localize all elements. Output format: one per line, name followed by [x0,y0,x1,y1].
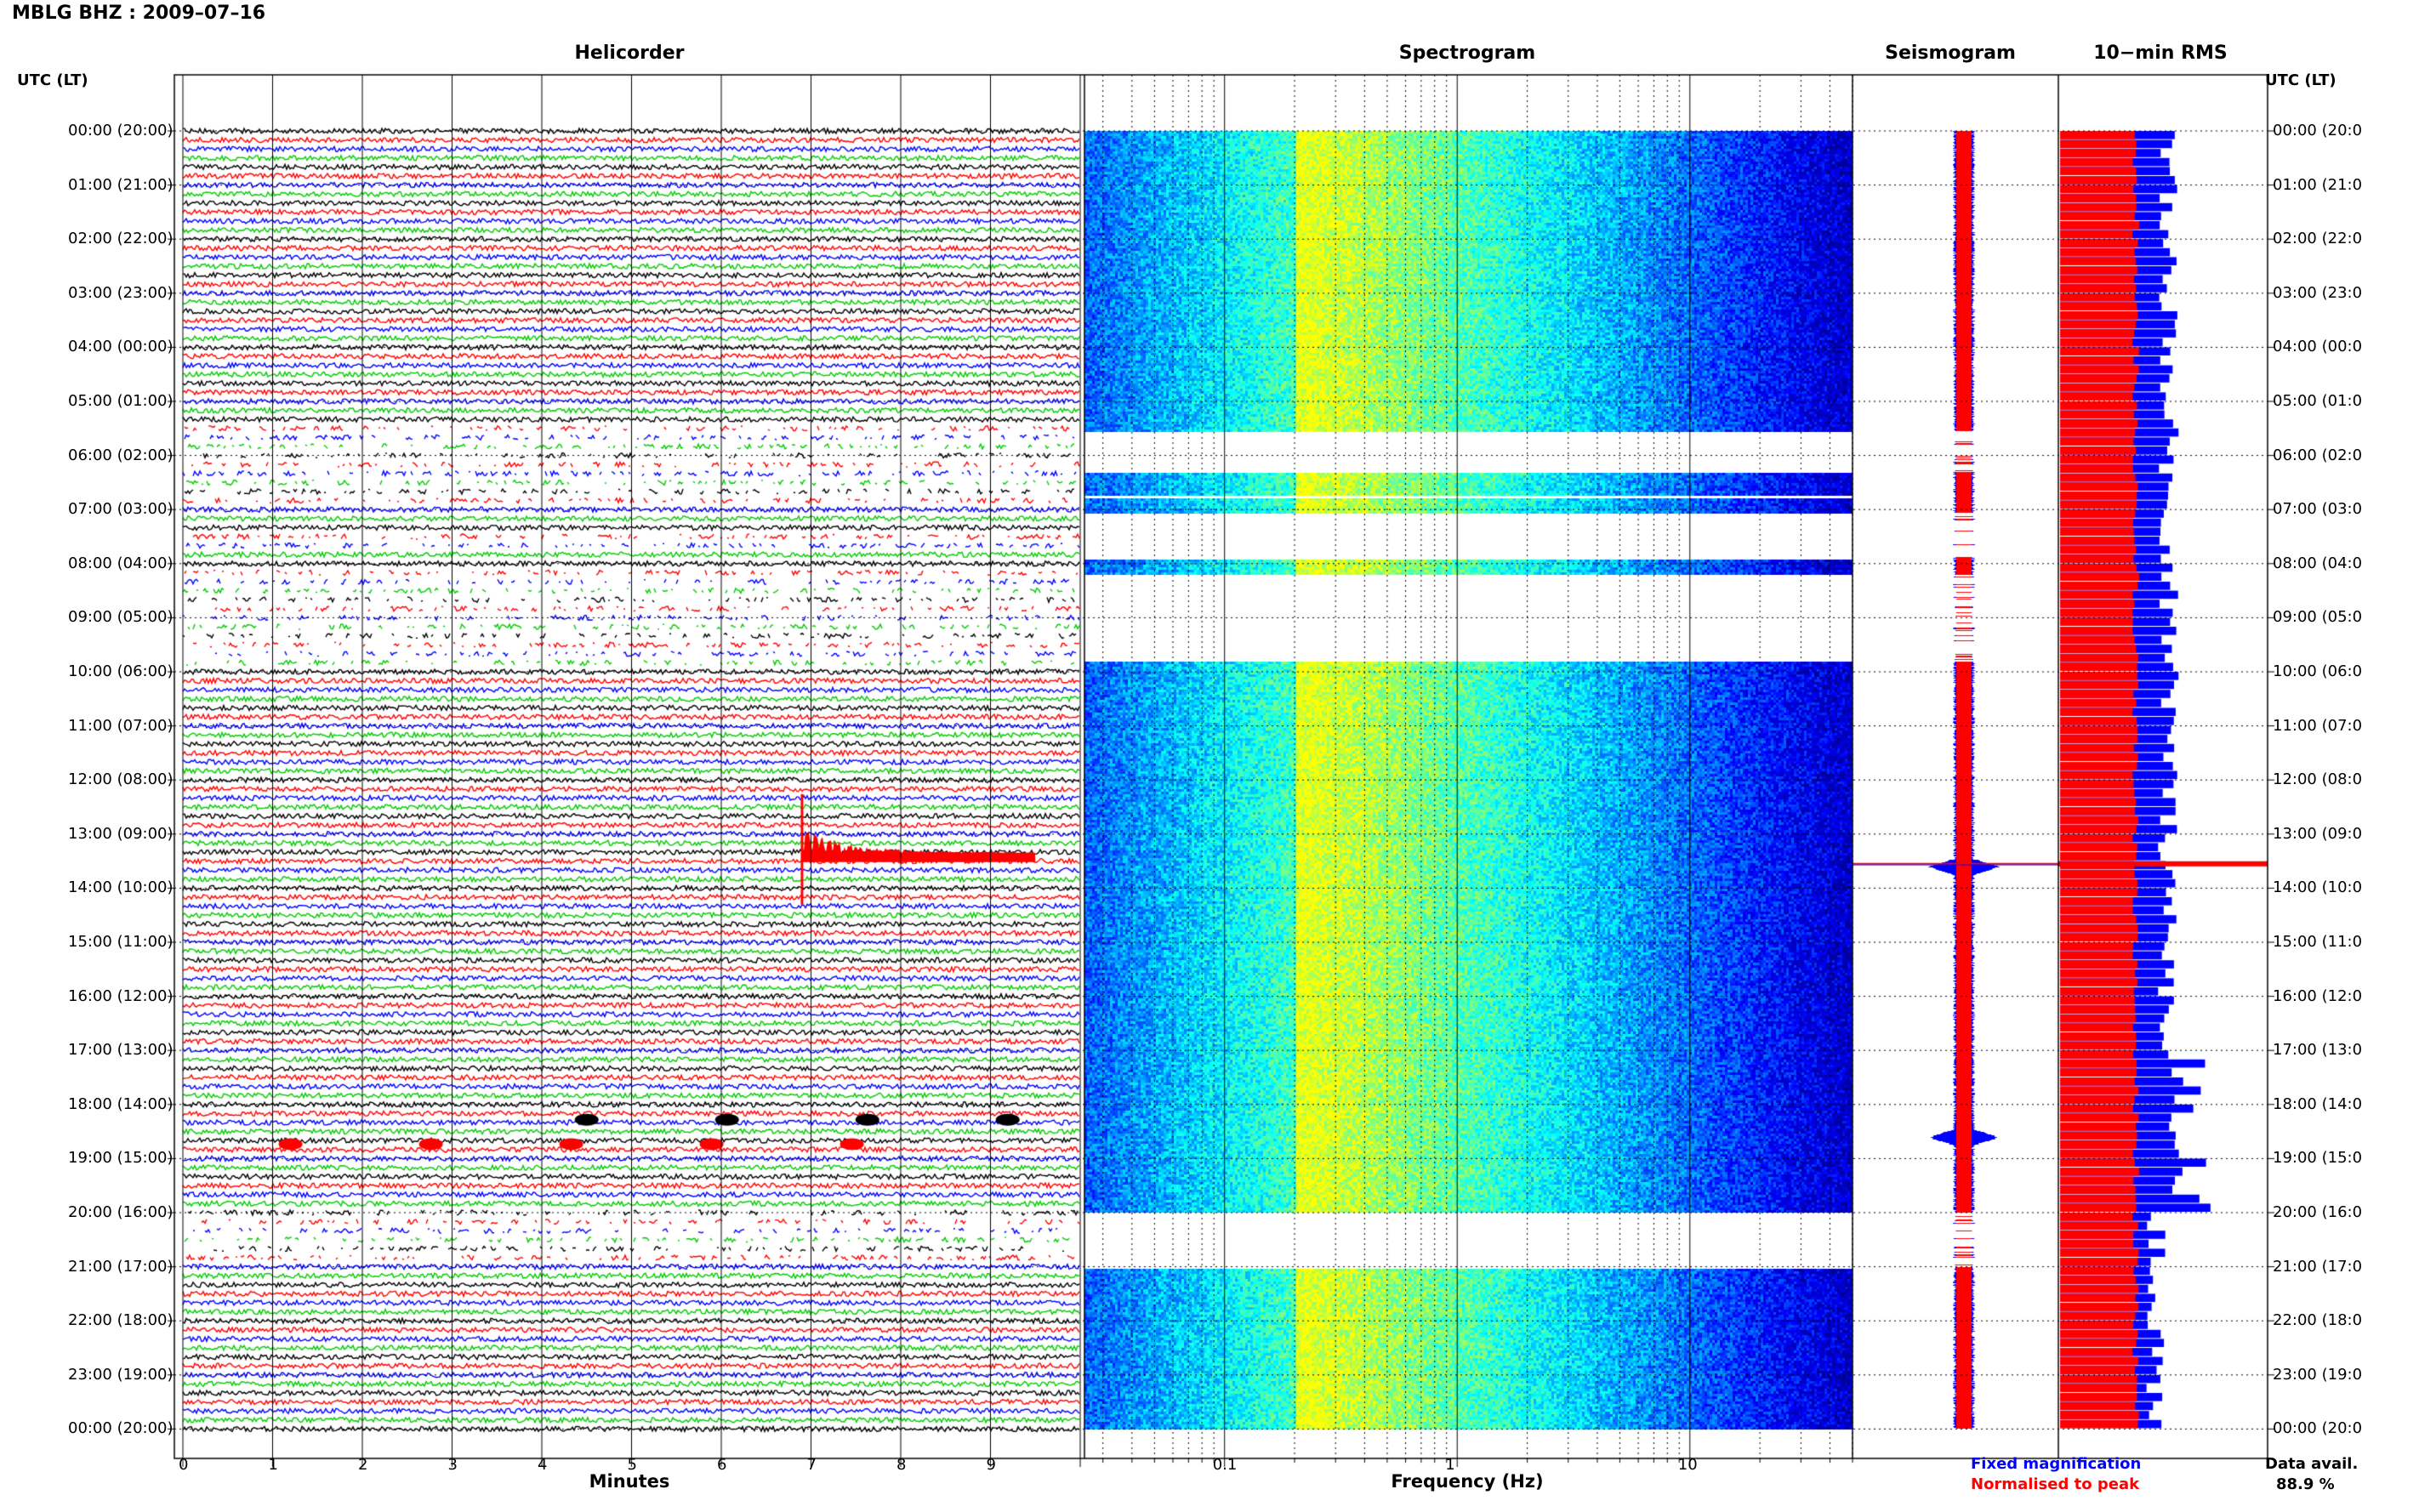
time-label-right: 00:00 (20:0 [2273,1419,2363,1438]
legend-fixed-magnification: Fixed magnification [1971,1455,2142,1473]
helicorder-tick-label: 2 [358,1456,368,1474]
time-label-left: 12:00 (08:00) [68,770,174,789]
time-label-left: 07:00 (03:00) [68,500,174,519]
time-label-right: 12:00 (08:0 [2273,770,2363,789]
time-label-left: 00:00 (20:00) [68,1419,174,1438]
time-label-right: 08:00 (04:0 [2273,554,2363,572]
time-label-right: 17:00 (13:0 [2273,1041,2363,1060]
time-label-left: 05:00 (01:00) [68,392,174,410]
time-label-left: 01:00 (21:00) [68,175,174,194]
time-label-left: 16:00 (12:00) [68,986,174,1005]
time-label-right: 21:00 (17:0 [2273,1257,2363,1276]
time-label-left: 20:00 (16:00) [68,1203,174,1221]
time-label-left: 14:00 (10:00) [68,878,174,897]
helicorder-tick-label: 7 [806,1456,817,1474]
time-header-right: UTC (LT) [2265,71,2336,89]
time-label-left: 10:00 (06:00) [68,662,174,680]
time-label-left: 22:00 (18:00) [68,1311,174,1330]
legend-normalised-to-peak: Normalised to peak [1971,1475,2140,1493]
time-label-left: 11:00 (07:00) [68,716,174,735]
helicorder-tick-label: 6 [717,1456,727,1474]
time-label-right: 01:00 (21:0 [2273,175,2363,194]
rms-header: 10−min RMS [2093,43,2228,64]
helicorder-tick-label: 8 [896,1456,907,1474]
time-label-right: 11:00 (07:0 [2273,716,2363,735]
time-label-right: 22:00 (18:0 [2273,1311,2363,1330]
time-label-left: 15:00 (11:00) [68,933,174,951]
helicorder-tick-label: 3 [447,1456,458,1474]
spectrogram-xlabel: Frequency (Hz) [1391,1471,1544,1492]
time-label-right: 09:00 (05:0 [2273,608,2363,627]
spectrogram-tick-label: 0.1 [1212,1456,1238,1474]
helicorder-xlabel: Minutes [589,1471,670,1492]
time-label-right: 13:00 (09:0 [2273,824,2363,843]
data-avail-label: Data avail. [2265,1455,2359,1473]
time-label-right: 02:00 (22:0 [2273,230,2363,248]
time-label-left: 17:00 (13:00) [68,1041,174,1060]
helicorder-header: Helicorder [574,43,685,64]
spectrogram-tick-label: 1 [1445,1456,1455,1474]
spectrogram-header: Spectrogram [1398,43,1536,64]
time-label-left: 02:00 (22:00) [68,230,174,248]
time-label-right: 19:00 (15:0 [2273,1149,2363,1168]
time-label-right: 07:00 (03:0 [2273,500,2363,519]
helicorder-tick-label: 9 [986,1456,996,1474]
time-label-right: 04:00 (00:0 [2273,338,2363,356]
time-label-left: 21:00 (17:00) [68,1257,174,1276]
time-label-right: 00:00 (20:0 [2273,122,2363,139]
time-label-right: 15:00 (11:0 [2273,933,2363,951]
time-label-right: 14:00 (10:0 [2273,878,2363,897]
time-label-left: 06:00 (02:00) [68,446,174,464]
time-label-left: 09:00 (05:00) [68,608,174,627]
spectrogram-tick-label: 10 [1677,1456,1698,1474]
time-label-right: 16:00 (12:0 [2273,986,2363,1005]
time-label-left: 23:00 (19:00) [68,1365,174,1384]
time-label-left: 00:00 (20:00) [68,122,174,139]
seismogram-header: Seismogram [1885,43,2016,64]
page-title: MBLG BHZ : 2009–07–16 [12,3,266,24]
time-label-left: 13:00 (09:00) [68,824,174,843]
time-label-left: 04:00 (00:00) [68,338,174,356]
time-label-right: 05:00 (01:0 [2273,392,2363,410]
time-label-left: 03:00 (23:00) [68,283,174,302]
time-header-left: UTC (LT) [17,71,88,89]
time-label-right: 18:00 (14:0 [2273,1094,2363,1113]
helicorder-tick-label: 0 [179,1456,189,1474]
time-label-left: 19:00 (15:00) [68,1149,174,1168]
time-label-left: 18:00 (14:00) [68,1094,174,1113]
helicorder-tick-label: 4 [538,1456,548,1474]
helicorder-tick-label: 5 [627,1456,637,1474]
time-label-right: 06:00 (02:0 [2273,446,2363,464]
time-label-right: 03:00 (23:0 [2273,283,2363,302]
time-label-right: 20:00 (16:0 [2273,1203,2363,1221]
helicorder-tick-label: 1 [268,1456,278,1474]
data-avail-value: 88.9 % [2276,1475,2335,1493]
time-label-left: 08:00 (04:00) [68,554,174,572]
time-label-right: 10:00 (06:0 [2273,662,2363,680]
time-label-right: 23:00 (19:0 [2273,1365,2363,1384]
